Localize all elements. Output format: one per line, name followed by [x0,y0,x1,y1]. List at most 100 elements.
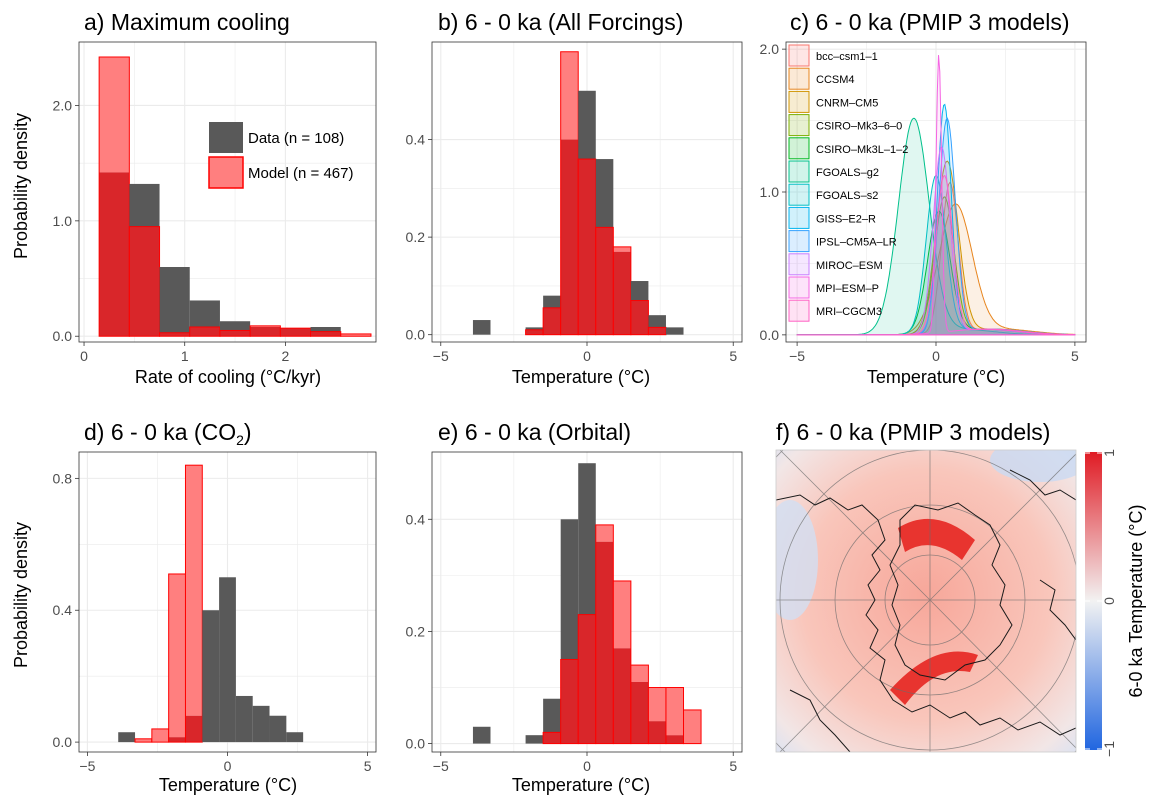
data-bar [595,159,614,228]
legend-swatch [788,230,810,253]
legend-label: IPSL–CM5A–LR [816,237,897,249]
overlap-bar [595,541,614,744]
panel-a-plot: 0.0 1.0 2.0 0 1 2 [53,41,377,364]
panel-b-plot: 0.0 0.2 0.4 −5 0 5 [406,41,743,364]
x-tick-label: 0 [80,348,88,364]
legend-model-swatch [208,156,244,189]
overlap-bar [219,330,251,337]
overlap-bar [525,329,544,335]
colorbar-tick-max: 1 [1101,449,1117,457]
overlap-bar [185,715,203,743]
data-bar [665,327,684,335]
data-bar [219,321,251,331]
legend-swatch [788,276,810,299]
panel-a-legend: Data (n = 108) Model (n = 467) [208,122,353,189]
x-tick-label: 0 [932,348,940,364]
y-tick-label: 0.8 [53,470,73,486]
model-bar [665,687,684,736]
panel-c-title: c) 6 - 0 ka (PMIP 3 models) [790,9,1070,35]
overlap-bar [560,659,579,744]
plot-frame [78,41,377,343]
overlap-bar [595,227,614,335]
panel-a-title: a) Maximum cooling [84,9,290,35]
overlap-bar [168,737,186,743]
legend-model-label: Model (n = 467) [248,165,353,182]
overlap-bar [578,614,596,744]
data-bar [286,732,304,743]
panel-e: e) 6 - 0 ka (Orbital) Temperature (°C) 0… [406,419,743,795]
model-bar [630,665,649,682]
panel-e-plot: 0.0 0.2 0.4 −5 0 5 [406,451,743,774]
x-tick-label: 0 [224,758,232,774]
model-bar [340,333,371,337]
data-bar [648,315,666,328]
x-tick-label: 1 [181,348,189,364]
panel-f: f) 6 - 0 ka (PMIP 3 models) [775,419,1146,757]
legend-label: FGOALS–s2 [816,190,878,202]
data-bar [219,577,236,743]
y-tick-label: 1.0 [53,213,73,229]
overlap-bar [578,159,596,335]
y-tick-label: 0.0 [53,734,73,750]
x-tick-label: 5 [729,348,737,364]
panel-d-plot: 0.0 0.4 0.8 −5 0 5 [53,451,377,774]
overlap-bar [159,332,190,337]
x-tick-label: 5 [729,758,737,774]
data-bar [472,726,491,744]
map-graticule [776,450,1076,752]
colorbar-gradient [1085,452,1102,750]
map-warm-band-bottom [890,651,978,705]
legend-swatch [788,90,810,113]
x-tick-label: 0 [583,348,591,364]
overlap-bar [630,681,649,744]
data-bar [310,327,341,332]
x-tick-label: 2 [281,348,289,364]
panel-d-title: d) 6 - 0 ka (CO2) [84,419,252,448]
legend-label: MIROC–ESM [816,260,883,272]
data-bar [543,698,561,733]
y-tick-label: 0.4 [53,602,73,618]
data-bar [543,295,561,308]
density-curve [796,174,1076,336]
overlap-bar [250,327,281,337]
y-tick-label: 0.0 [53,328,73,344]
legend-label: GISS–E2–R [816,213,876,225]
y-tick-label: 0.4 [406,132,426,148]
overlap-bar [99,172,130,337]
panel-c-xlabel: Temperature (°C) [867,367,1005,387]
legend-swatch [788,253,810,276]
overlap-bar [310,331,341,337]
data-bar [118,732,136,743]
y-tick-label: 0.0 [406,327,426,343]
x-tick-label: −5 [79,758,95,774]
data-bar [159,267,190,333]
polar-map [776,450,1076,752]
model-bar-outline [98,56,130,337]
x-tick-label: 0 [583,758,591,774]
data-bar [578,463,596,615]
legend-label: MPI–ESM–P [816,283,879,295]
legend-swatch [788,183,810,206]
overlap-bar [543,732,561,744]
panel-d-title-subscript: 2 [236,432,244,448]
data-bar [269,715,287,743]
overlap-bar [665,735,684,744]
x-tick-label: −5 [433,348,449,364]
legend-data-label: Data (n = 108) [248,130,344,147]
panel-d: d) 6 - 0 ka (CO2) Probability density Te… [11,419,377,795]
data-bar [578,90,596,160]
model-bar-outline [683,709,702,745]
colorbar-tick-mid: 0 [1101,597,1117,605]
colorbar-tick-min: −1 [1101,741,1117,757]
overlap-bar [129,226,160,337]
panel-d-ylabel: Probability density [11,522,31,668]
panel-b-title: b) 6 - 0 ka (All Forcings) [438,9,683,35]
model-bar [99,57,130,173]
model-bar [135,738,152,743]
map-warm-band-top [898,518,975,560]
overlap-bar [630,300,649,335]
legend-swatch [788,160,810,183]
y-tick-label: 0.2 [406,229,426,245]
model-bar [613,580,631,649]
